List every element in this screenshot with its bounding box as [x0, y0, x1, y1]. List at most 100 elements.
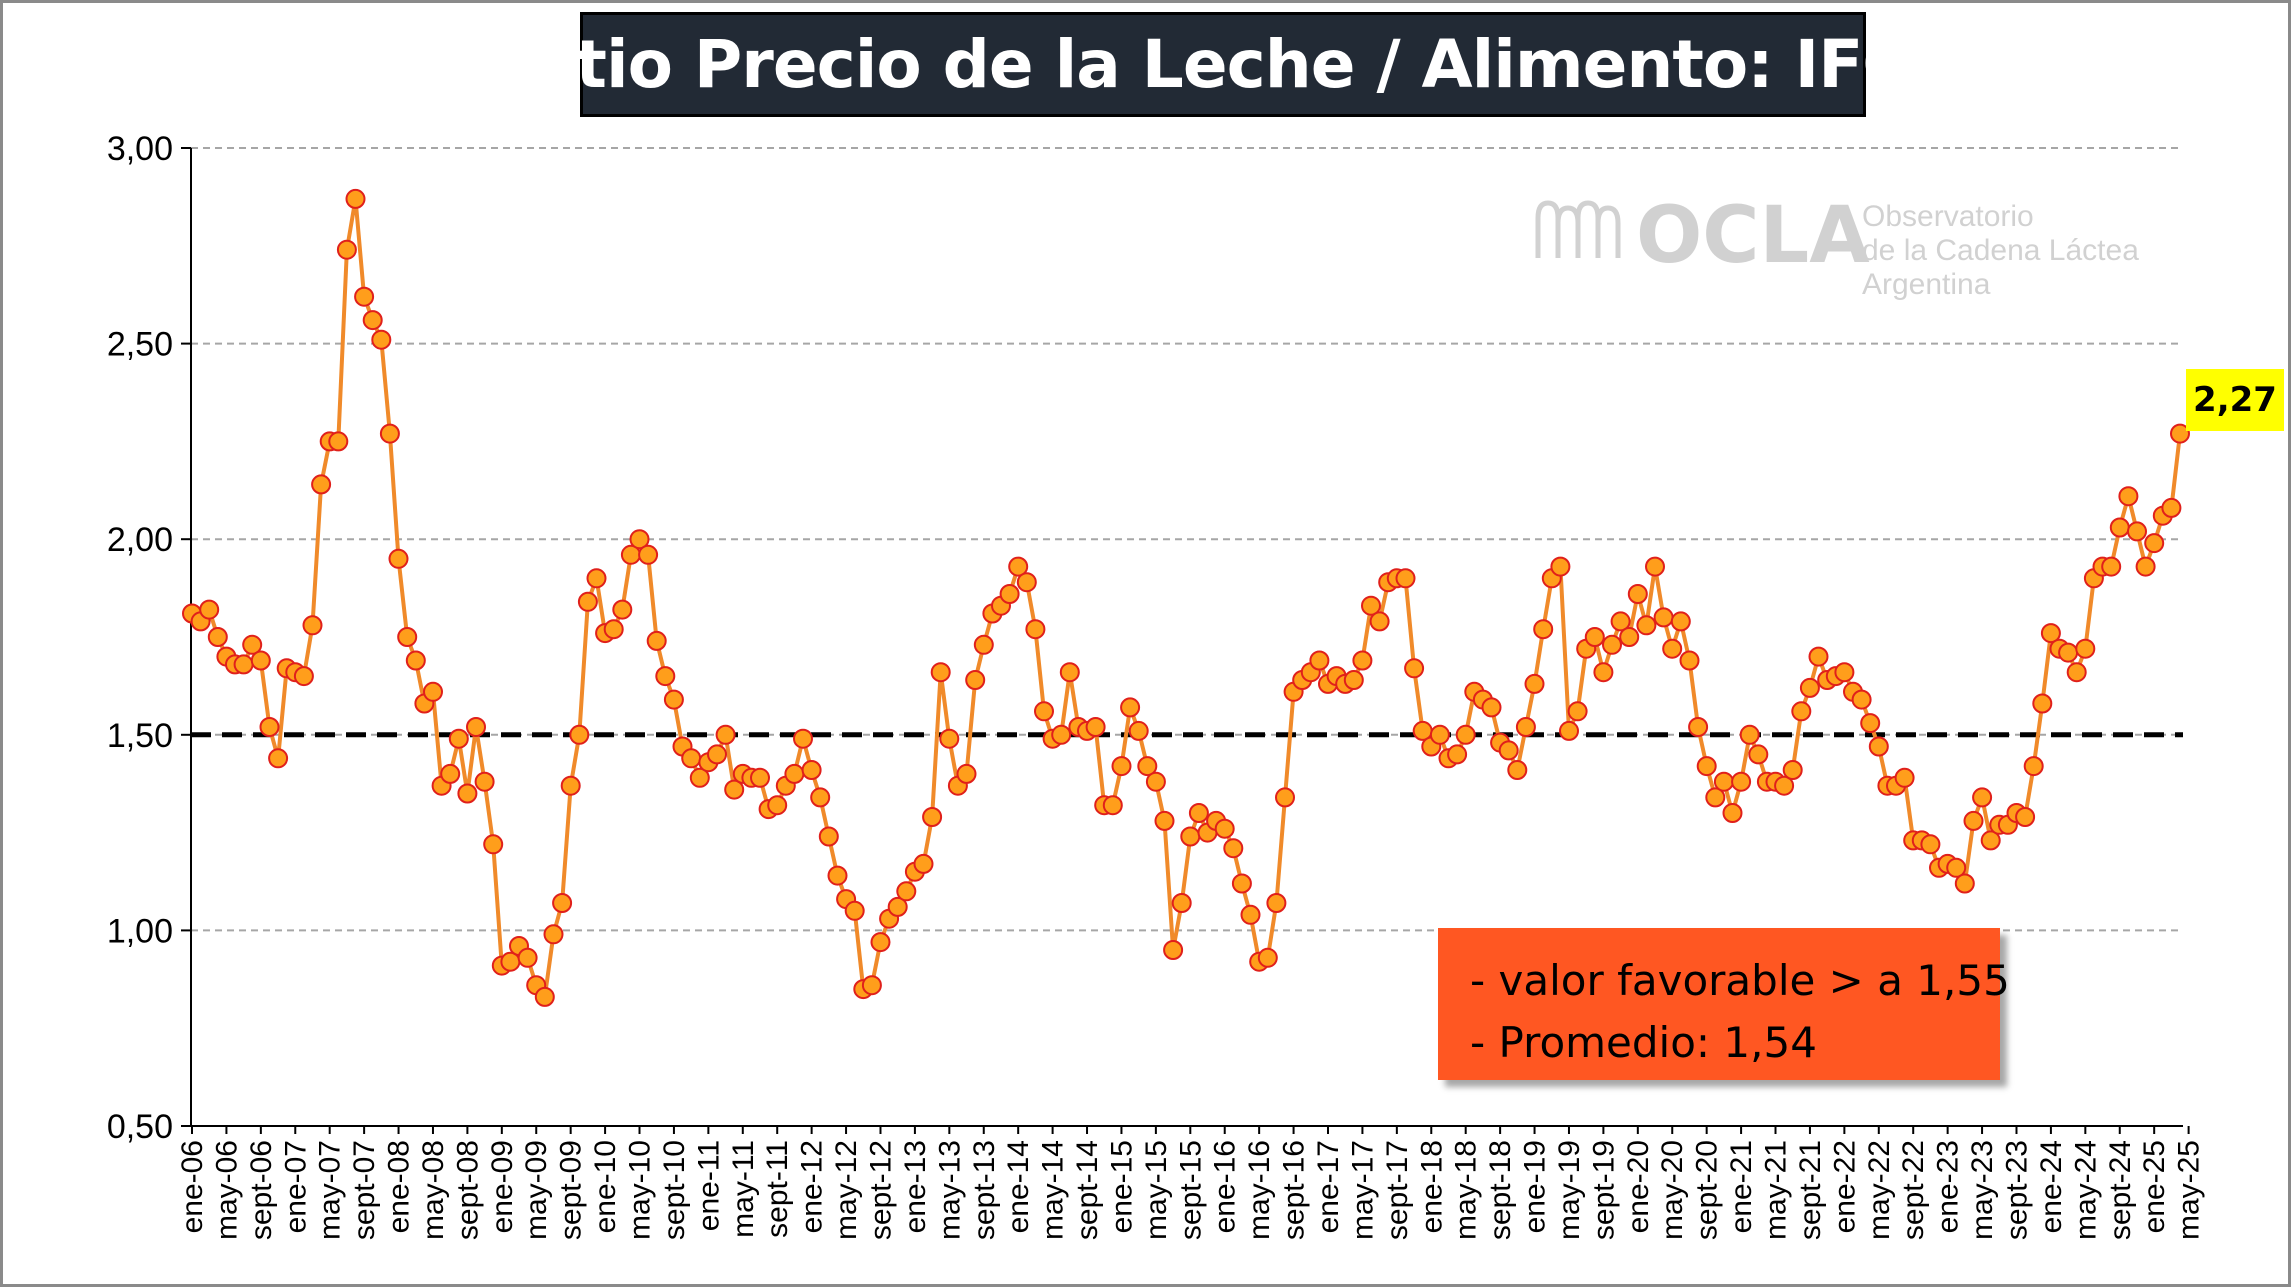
x-tick-label: may-09 — [520, 1140, 553, 1240]
x-tick-label: ene-14 — [1002, 1140, 1035, 1233]
y-tick-label: 2,50 — [107, 326, 173, 364]
data-point — [1782, 760, 1803, 780]
data-point — [1748, 744, 1769, 765]
x-tick-label: ene-08 — [383, 1140, 416, 1233]
x-tick-label: may-07 — [314, 1140, 347, 1240]
data-point — [1343, 670, 1364, 690]
data-point — [1696, 756, 1717, 777]
data-point — [569, 724, 590, 745]
data-point — [689, 767, 710, 788]
x-tick-label: ene-06 — [176, 1140, 209, 1233]
x-tick-label: sept-19 — [1587, 1140, 1620, 1240]
data-point — [1128, 720, 1149, 741]
data-point — [1567, 701, 1588, 722]
data-point — [2101, 556, 2122, 577]
data-point — [1240, 904, 1261, 925]
data-point — [913, 853, 934, 874]
data-point — [466, 717, 486, 737]
x-tick-label: ene-16 — [1209, 1140, 1242, 1233]
y-tick-label: 3,00 — [107, 130, 173, 168]
data-point — [1059, 662, 1080, 683]
data-point — [2015, 807, 2036, 827]
x-tick-label: sept-15 — [1174, 1140, 1207, 1240]
data-point — [1223, 838, 1244, 859]
data-point — [1584, 627, 1605, 647]
data-point — [1361, 595, 1381, 616]
data-point — [646, 630, 667, 651]
data-point — [268, 748, 289, 769]
data-point — [207, 627, 228, 647]
ocla-logo-line2: de la Cadena Láctea — [1862, 234, 2139, 267]
data-point — [1774, 775, 1795, 796]
data-point — [1705, 787, 1726, 808]
x-tick-label: ene-22 — [1828, 1140, 1861, 1233]
data-point — [1145, 771, 1166, 792]
data-point — [638, 544, 659, 565]
data-point — [1713, 771, 1734, 792]
data-point — [1404, 658, 1425, 679]
x-tick-label: may-10 — [624, 1140, 657, 1240]
data-point — [1455, 724, 1476, 745]
ocla-logo-line3: Argentina — [1862, 268, 1991, 301]
x-tick-label: may-23 — [1966, 1140, 1999, 1240]
data-point — [1619, 627, 1640, 647]
data-point — [1481, 697, 1502, 718]
x-tick-label: sept-17 — [1381, 1140, 1414, 1240]
data-point — [930, 662, 951, 683]
data-point — [1920, 834, 1941, 855]
data-point — [999, 584, 1020, 604]
data-point — [1972, 787, 1993, 808]
x-tick-label: ene-20 — [1622, 1140, 1655, 1233]
data-point — [629, 529, 650, 550]
x-tick-label: may-20 — [1656, 1140, 1689, 1240]
ocla-logo-name: OCLA — [1636, 191, 1870, 281]
data-point — [793, 728, 813, 749]
data-point — [586, 568, 607, 589]
data-point — [405, 650, 426, 671]
data-point — [379, 423, 400, 444]
data-point — [2075, 638, 2096, 659]
data-point — [483, 834, 504, 855]
data-point — [543, 924, 564, 945]
x-tick-label: sept-22 — [1897, 1140, 1930, 1240]
data-point — [707, 744, 727, 765]
data-point — [2118, 486, 2139, 507]
data-point — [552, 893, 573, 913]
data-point — [233, 654, 254, 675]
data-point — [1645, 556, 1665, 577]
x-tick-label: sept-09 — [555, 1140, 588, 1240]
x-tick-label: sept-21 — [1794, 1140, 1827, 1240]
data-point — [397, 627, 418, 647]
data-point — [1507, 760, 1528, 780]
data-point — [259, 717, 280, 737]
ocla-logo: OCLA Observatorio de la Cadena Láctea Ar… — [1535, 191, 2139, 301]
data-point — [896, 881, 917, 902]
x-tick-label: may-14 — [1037, 1140, 1070, 1240]
data-point — [1111, 756, 1132, 777]
data-point — [1799, 677, 1820, 698]
data-point — [1171, 893, 1192, 913]
data-point — [715, 724, 736, 745]
x-tick-label: may-16 — [1243, 1140, 1276, 1240]
data-point — [1963, 810, 1984, 831]
data-point — [827, 865, 848, 886]
data-point — [1309, 650, 1330, 671]
data-point — [2109, 517, 2130, 538]
data-point — [371, 329, 392, 350]
data-point — [603, 619, 624, 640]
data-point — [1352, 650, 1373, 671]
x-tick-label: sept-07 — [348, 1140, 381, 1240]
data-point — [939, 728, 960, 749]
data-point — [448, 728, 469, 749]
data-point — [1137, 756, 1158, 777]
data-point — [1636, 615, 1657, 636]
data-point — [328, 431, 349, 452]
data-point — [922, 807, 943, 827]
data-point — [1653, 607, 1674, 628]
data-point — [354, 286, 375, 307]
x-tick-label: ene-25 — [2138, 1140, 2171, 1233]
x-tick-label: sept-08 — [451, 1140, 484, 1240]
data-point — [1670, 611, 1691, 632]
data-point — [2040, 623, 2061, 644]
